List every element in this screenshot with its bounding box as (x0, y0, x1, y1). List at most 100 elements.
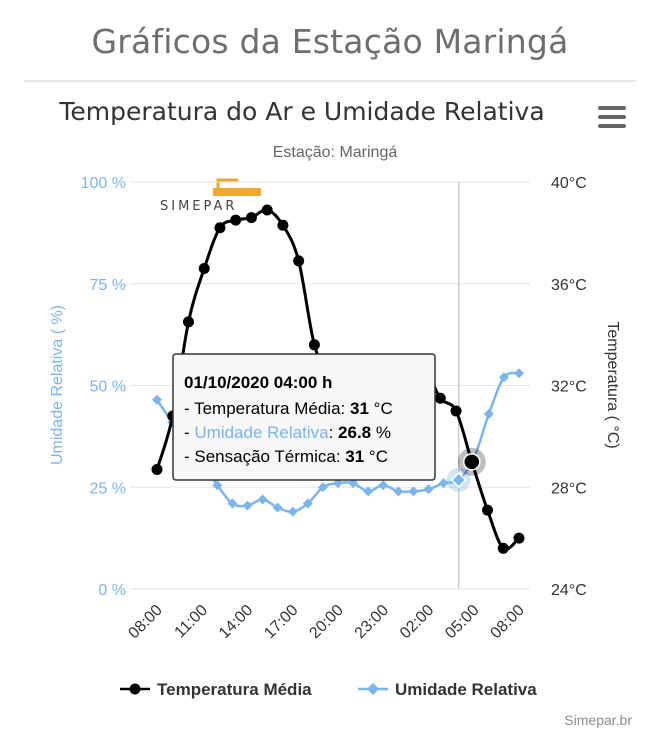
tooltip-header: 01/10/2020 04:00 h (184, 373, 332, 392)
humidity-point (317, 482, 328, 493)
x-tick-label: 14:00 (216, 602, 256, 642)
legend-item-umidade[interactable]: Umidade Relativa (358, 680, 537, 699)
humidity-point (408, 486, 419, 497)
page-title: Gráficos da Estação Maringá (91, 22, 569, 61)
credits-link[interactable]: Simepar.br (564, 712, 632, 728)
tooltip-row-prefix: - (184, 399, 194, 418)
y-left-tick-label: 25 % (90, 480, 126, 497)
temperature-point (198, 262, 210, 274)
temperature-highlight-point (463, 453, 481, 471)
y-left-tick-label: 50 % (90, 379, 126, 396)
legend-label-umidade: Umidade Relativa (395, 680, 537, 699)
humidity-point (272, 502, 283, 513)
y-left-tick-label: 100 % (81, 175, 126, 192)
y-right-tick-labels: 24°C 28°C 32°C 36°C 40°C (551, 175, 587, 599)
logo-text: SIMEPAR (160, 199, 237, 214)
chart-title: Temperatura do Ar e Umidade Relativa (58, 97, 544, 126)
x-tick-label: 08:00 (125, 602, 165, 642)
tooltip-row-value: 31 (350, 399, 369, 418)
y-right-tick-label: 28°C (551, 480, 587, 497)
hamburger-menu-icon (598, 106, 626, 110)
x-tick-label: 17:00 (261, 602, 301, 642)
humidity-point (514, 368, 524, 379)
x-tick-label: 05:00 (442, 602, 482, 642)
legend-label-temperatura: Temperatura Média (157, 680, 312, 699)
y-right-axis-title: Temperatura ( °C) (604, 321, 621, 448)
hamburger-menu-icon (598, 124, 626, 128)
simepar-logo: SIMEPAR (160, 178, 261, 214)
chart: SIMEPAR Temperatura do Ar e Umidade Rela… (49, 97, 621, 699)
y-left-tick-labels: 0 % 25 % 50 % 75 % 100 % (81, 175, 126, 599)
x-tick-label: 20:00 (306, 602, 346, 642)
tooltip-row-separator: : (329, 423, 338, 442)
temperature-point (277, 219, 289, 231)
tooltip-box (172, 353, 436, 481)
y-right-tick-label: 24°C (551, 582, 587, 599)
humidity-point (287, 506, 298, 517)
temperature-point (245, 212, 257, 224)
humidity-point (257, 494, 268, 505)
legend: Temperatura Média Umidade Relativa (120, 680, 537, 699)
humidity-point (363, 486, 374, 497)
tooltip-row-prefix: - (184, 447, 194, 466)
temperature-point (151, 463, 163, 475)
y-left-tick-label: 0 % (98, 582, 126, 599)
tooltip: 01/10/2020 04:00 h - Temperatura Média: … (172, 353, 436, 481)
tooltip-row-temperatura: - Temperatura Média: 31 °C (184, 399, 393, 418)
logo-accent-mark (216, 178, 238, 188)
temperature-point (308, 339, 320, 351)
y-right-tick-label: 32°C (551, 379, 587, 396)
humidity-point (378, 480, 389, 491)
tooltip-row-label: Sensação Térmica (194, 447, 336, 466)
humidity-point (423, 484, 434, 495)
x-tick-label: 02:00 (397, 602, 437, 642)
tooltip-row-unit: °C (369, 399, 393, 418)
tooltip-row-separator: : (336, 447, 345, 466)
humidity-point (242, 500, 253, 511)
y-right-tick-label: 36°C (551, 277, 587, 294)
legend-marker-temperatura (129, 683, 141, 695)
legend-marker-umidade (367, 683, 379, 695)
temperature-point (293, 255, 305, 267)
temperature-point (434, 392, 446, 404)
tooltip-row-sensacao: - Sensação Térmica: 31 °C (184, 447, 388, 466)
humidity-point (152, 394, 162, 405)
legend-item-temperatura[interactable]: Temperatura Média (120, 680, 312, 699)
tooltip-row-unit: °C (364, 447, 388, 466)
y-left-tick-label: 75 % (90, 277, 126, 294)
x-tick-label: 08:00 (487, 602, 527, 642)
tooltip-row-label: Umidade Relativa (194, 423, 329, 442)
temperature-point (513, 532, 525, 544)
temperature-point (214, 222, 226, 234)
hover-highlights (446, 447, 486, 492)
x-tick-label: 23:00 (352, 602, 392, 642)
humidity-highlight-point (450, 471, 467, 488)
humidity-point (438, 478, 449, 489)
page-header: Gráficos da Estação Maringá (0, 0, 660, 80)
temperature-point (450, 405, 462, 417)
humidity-point (498, 372, 509, 383)
temperature-point (182, 316, 194, 328)
chart-subtitle: Estação: Maringá (273, 144, 398, 161)
tooltip-row-umidade: - Umidade Relativa: 26.8 % (184, 423, 391, 442)
temperature-point (482, 504, 494, 516)
y-right-tick-label: 40°C (551, 175, 587, 192)
header-divider (24, 80, 636, 82)
tooltip-row-prefix: - (184, 423, 194, 442)
humidity-point (483, 408, 494, 419)
y-left-axis-title: Umidade Relativa ( %) (49, 305, 66, 465)
humidity-point (393, 486, 404, 497)
x-tick-label: 11:00 (172, 602, 212, 642)
temperature-point (261, 204, 273, 216)
tooltip-row-label: Temperatura Média (194, 399, 341, 418)
tooltip-row-value: 31 (345, 447, 364, 466)
tooltip-row-unit: % (371, 423, 391, 442)
temperature-point (230, 214, 242, 226)
tooltip-row-separator: : (341, 399, 350, 418)
temperature-point (497, 542, 509, 554)
hamburger-menu-icon (598, 115, 626, 119)
logo-accent-bar (213, 188, 261, 196)
humidity-point (302, 498, 313, 509)
chart-menu-button[interactable] (596, 104, 628, 130)
x-tick-labels: 08:00 11:00 14:00 17:00 20:00 23:00 02:00 05:00… (125, 602, 527, 642)
